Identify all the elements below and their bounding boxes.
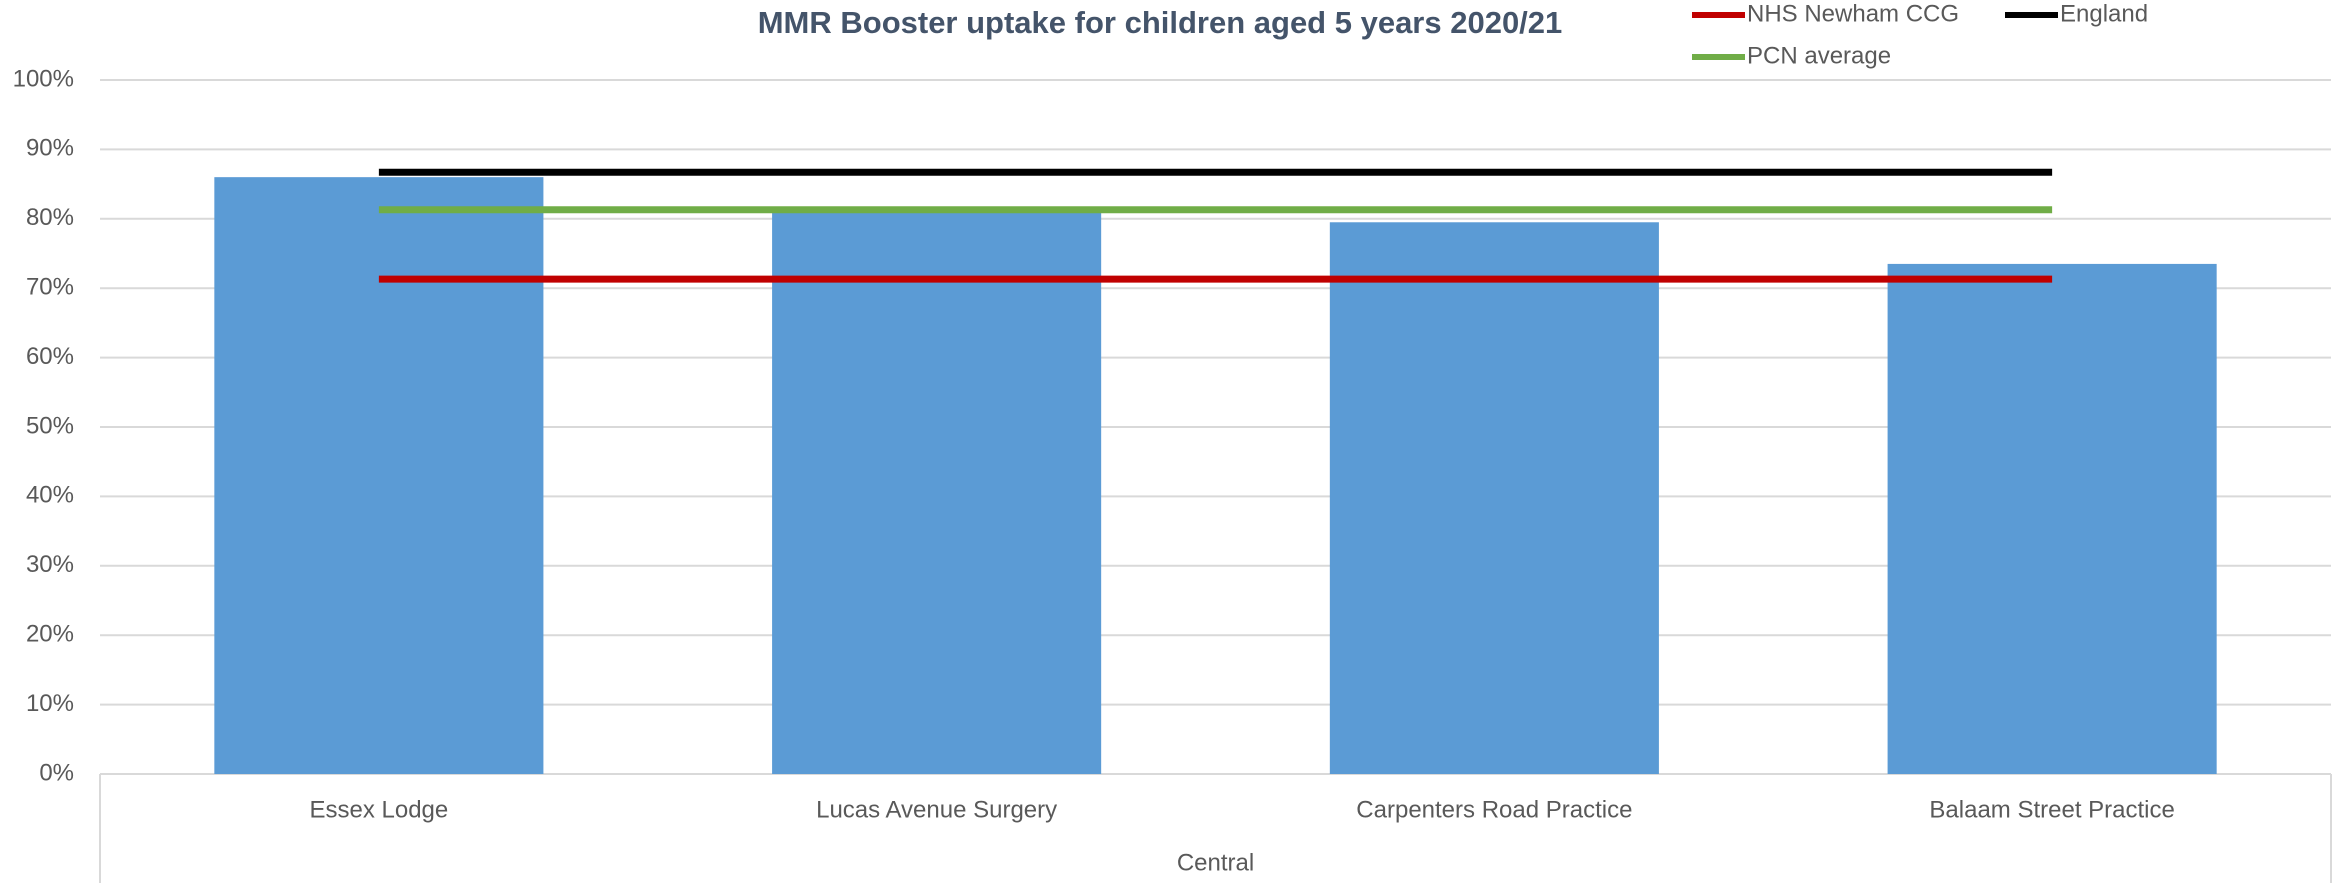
bar [214, 177, 544, 774]
x-tick-label: Essex Lodge [309, 796, 448, 823]
y-tick-label: 50% [26, 412, 74, 439]
bar [1887, 263, 2217, 774]
chart-title: MMR Booster uptake for children aged 5 y… [758, 5, 1563, 40]
legend-label: NHS Newham CCG [1747, 0, 1959, 27]
y-tick-label: 70% [26, 274, 74, 301]
legend-label: England [2060, 0, 2148, 27]
y-tick-label: 90% [26, 135, 74, 162]
y-tick-label: 0% [39, 759, 74, 786]
x-tick-label: Balaam Street Practice [1929, 796, 2174, 823]
x-tick-label: Carpenters Road Practice [1356, 796, 1632, 823]
x-tick-label: Lucas Avenue Surgery [816, 796, 1057, 823]
y-tick-label: 10% [26, 690, 74, 717]
y-tick-label: 30% [26, 551, 74, 578]
legend-label: PCN average [1747, 42, 1891, 69]
y-tick-label: 80% [26, 204, 74, 231]
y-tick-label: 40% [26, 482, 74, 509]
bar [1329, 222, 1659, 774]
y-tick-label: 20% [26, 621, 74, 648]
group-label: Central [1177, 849, 1254, 876]
y-tick-label: 100% [13, 65, 74, 92]
y-tick-label: 60% [26, 343, 74, 370]
bar [772, 211, 1102, 775]
